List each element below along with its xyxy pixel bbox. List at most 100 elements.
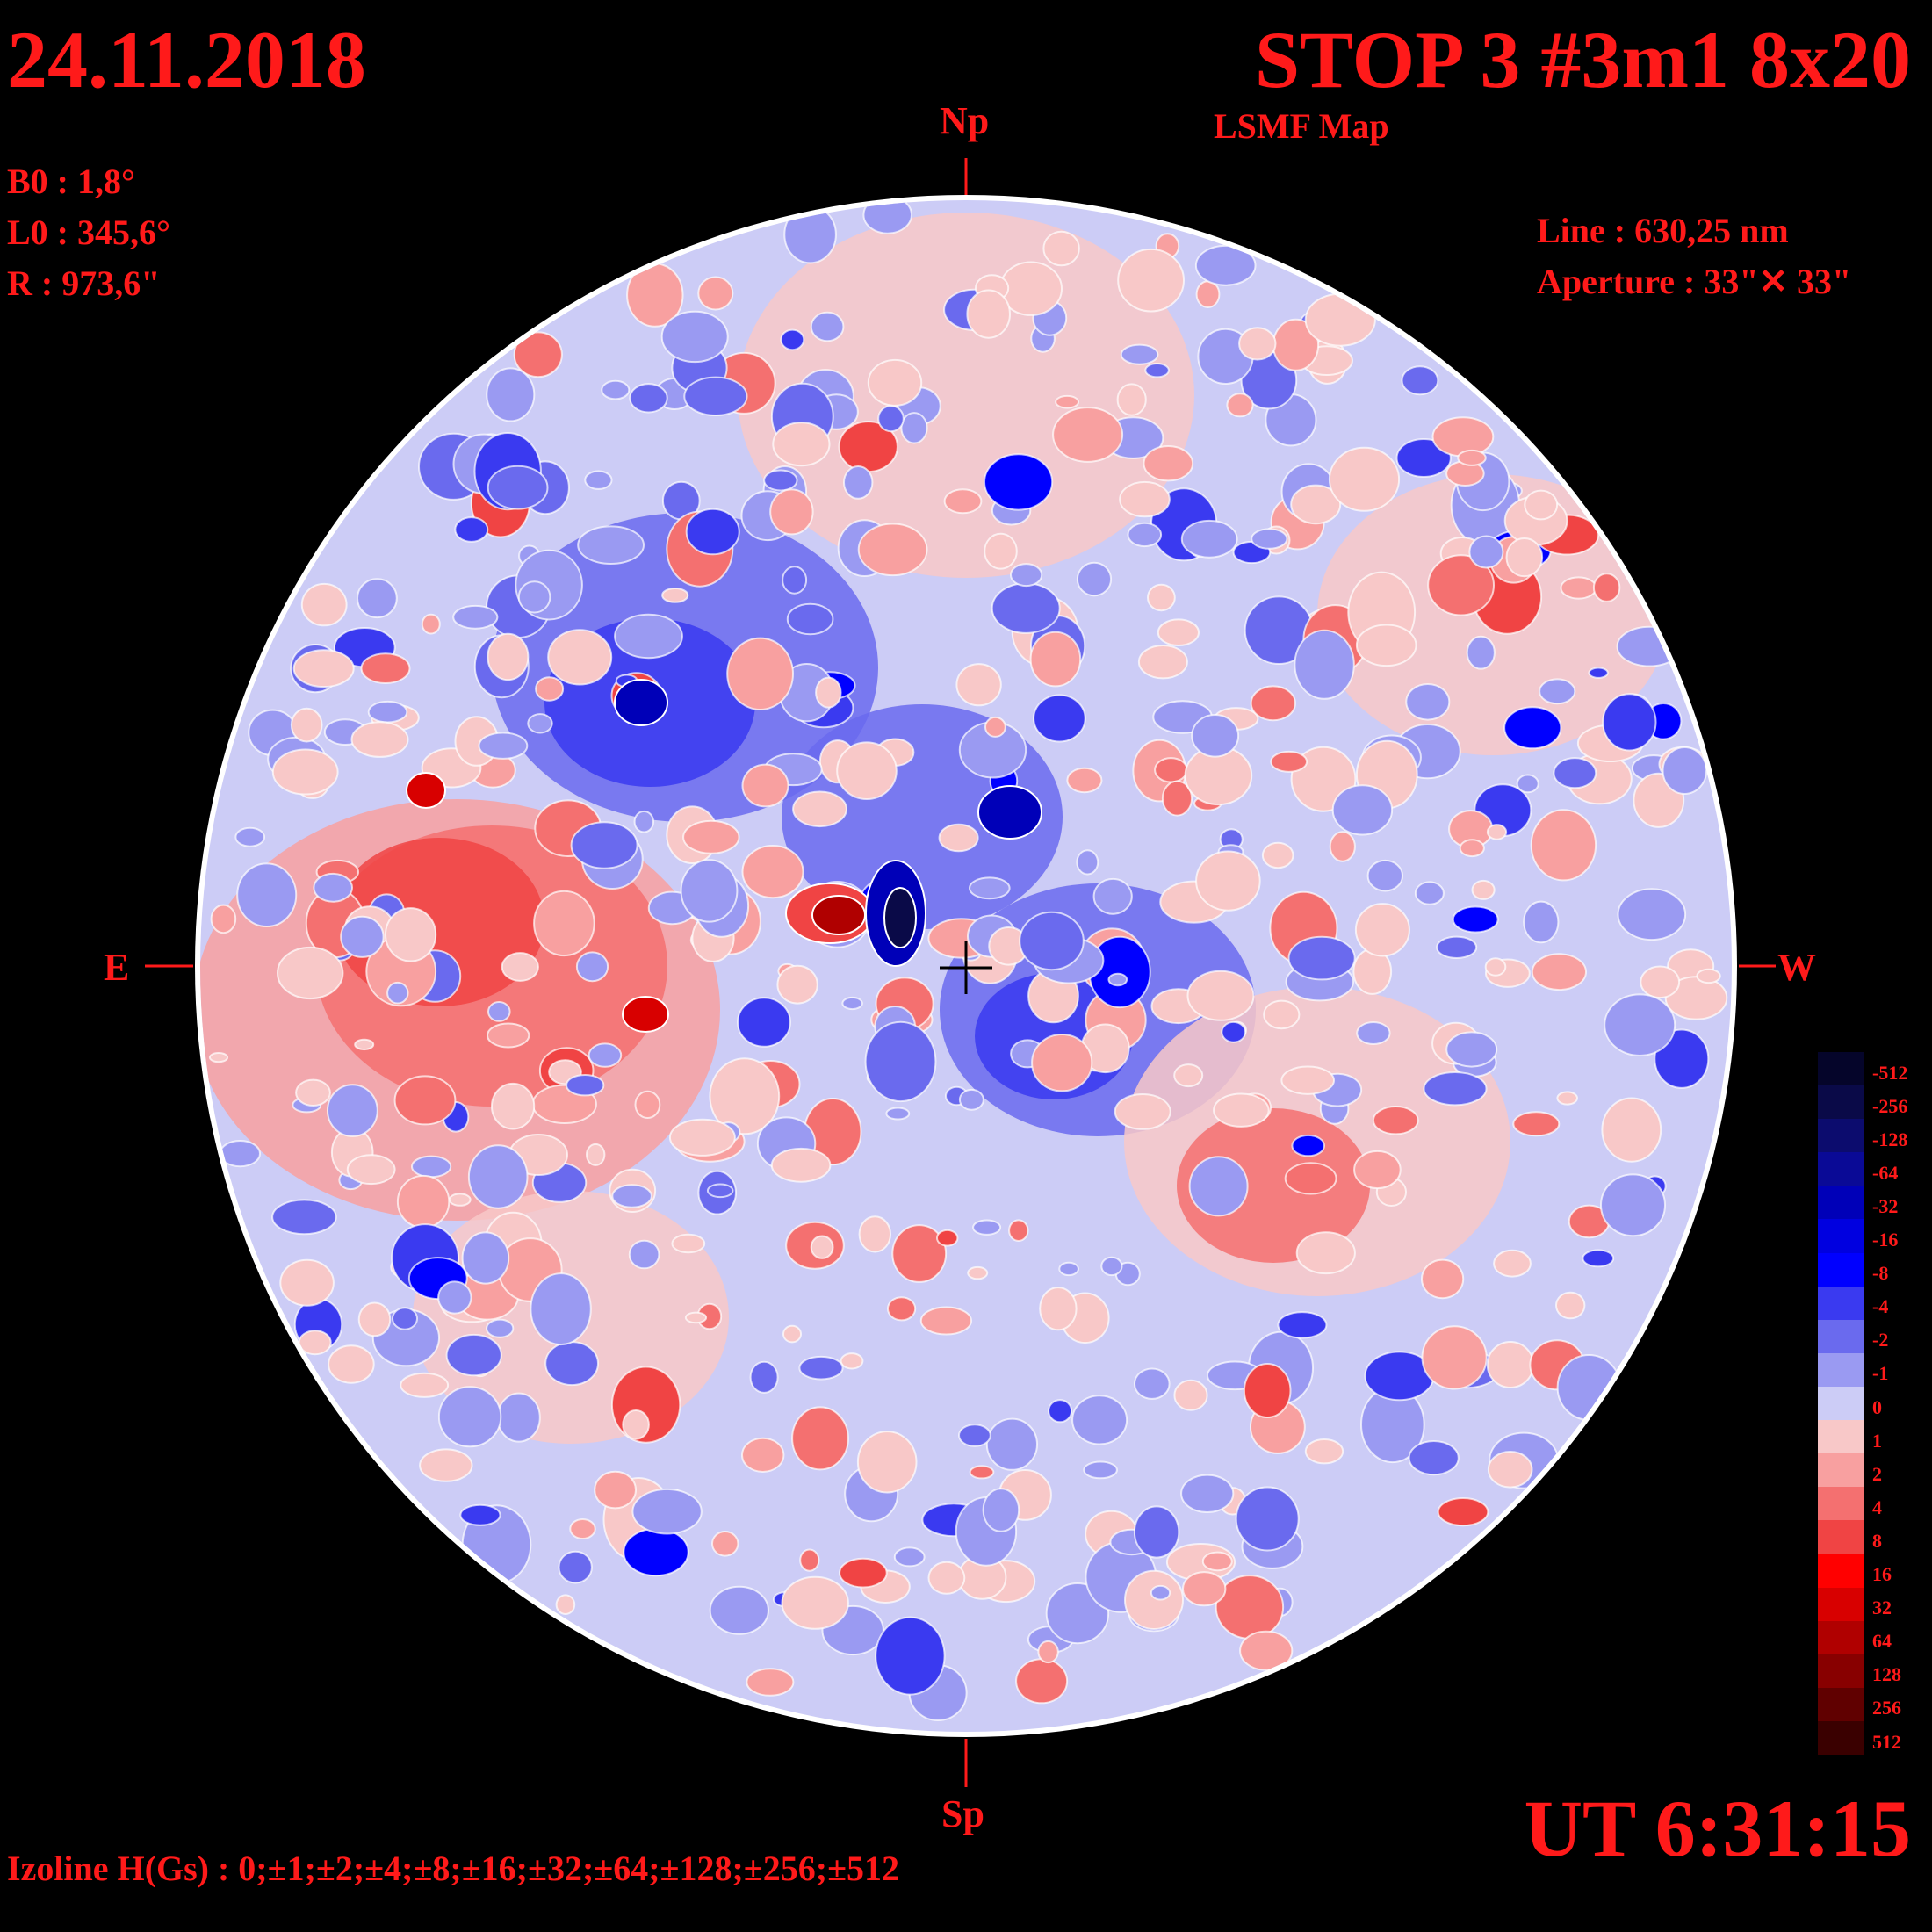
field-patch xyxy=(357,1301,392,1337)
field-patch xyxy=(864,1020,937,1103)
field-patch xyxy=(393,1075,457,1126)
field-patch xyxy=(491,1082,536,1130)
field-patch xyxy=(1201,1551,1233,1572)
field-patch xyxy=(1235,1486,1300,1552)
field-patch xyxy=(1588,667,1609,679)
field-patch xyxy=(487,465,549,510)
field-patch xyxy=(741,845,804,899)
field-patch xyxy=(1356,1021,1391,1045)
sunspot xyxy=(811,895,866,935)
field-patch xyxy=(1188,1156,1249,1217)
field-patch xyxy=(1107,972,1128,987)
field-patch xyxy=(969,1465,995,1480)
field-patch xyxy=(385,907,437,962)
field-patch xyxy=(858,1215,891,1253)
field-patch xyxy=(1042,230,1080,267)
field-patch xyxy=(1355,624,1417,667)
field-patch xyxy=(513,331,563,378)
field-patch xyxy=(570,821,638,869)
field-patch xyxy=(772,422,831,467)
field-patch xyxy=(1243,1363,1292,1418)
colorbar-segment xyxy=(1818,1052,1864,1086)
field-patch xyxy=(900,412,928,444)
field-patch xyxy=(277,946,344,1000)
field-patch xyxy=(1119,480,1171,518)
field-patch xyxy=(533,890,595,957)
colorbar-segment xyxy=(1818,1487,1864,1521)
field-patch xyxy=(763,469,798,492)
field-patch xyxy=(1331,784,1394,836)
field-patch xyxy=(611,1184,652,1208)
field-patch xyxy=(396,1174,451,1229)
field-patch xyxy=(1066,767,1103,794)
field-patch xyxy=(875,1616,946,1696)
field-patch xyxy=(1445,1031,1498,1068)
field-patch xyxy=(569,1518,596,1539)
field-patch xyxy=(357,578,398,619)
field-patch xyxy=(1290,484,1342,525)
field-patch xyxy=(459,1503,501,1526)
field-patch xyxy=(1031,1034,1093,1092)
field-patch xyxy=(1405,683,1451,721)
field-patch xyxy=(1048,1399,1073,1424)
field-patch xyxy=(1261,841,1294,869)
field-patch xyxy=(1408,1440,1460,1476)
field-patch xyxy=(1600,1173,1666,1237)
izoline-levels: Izoline H(Gs) : 0;±1;±2;±4;±8;±16;±32;±6… xyxy=(7,1849,900,1888)
east-label: E xyxy=(104,946,130,989)
field-patch xyxy=(938,823,979,853)
field-patch xyxy=(1486,824,1508,840)
field-patch xyxy=(810,311,845,342)
field-patch xyxy=(1436,935,1478,960)
field-patch xyxy=(354,1038,375,1051)
field-patch xyxy=(454,516,489,543)
field-patch xyxy=(478,732,529,760)
colorbar-segment xyxy=(1818,1520,1864,1554)
field-patch xyxy=(709,1057,781,1135)
colorbar-segment xyxy=(1818,1386,1864,1421)
field-patch xyxy=(966,289,1011,339)
west-label: W xyxy=(1777,946,1816,989)
ut-time: UT 6:31:15 xyxy=(1524,1784,1911,1873)
field-patch xyxy=(741,763,789,808)
field-patch xyxy=(1092,877,1133,915)
field-patch xyxy=(298,1330,332,1356)
field-patch xyxy=(1468,535,1504,569)
field-patch xyxy=(840,1352,864,1370)
field-patch xyxy=(496,1392,541,1443)
colorbar-segment xyxy=(1818,1554,1864,1589)
colorbar-label: 512 xyxy=(1872,1730,1901,1753)
field-patch xyxy=(726,637,794,710)
colorbar-segment xyxy=(1818,1620,1864,1655)
field-patch xyxy=(1493,1249,1532,1278)
field-patch xyxy=(991,582,1061,634)
field-patch xyxy=(746,1668,795,1697)
field-patch xyxy=(984,453,1054,511)
field-patch xyxy=(943,488,983,515)
field-patch xyxy=(1353,1150,1402,1190)
field-patch xyxy=(706,1183,734,1199)
field-patch xyxy=(671,1233,706,1254)
field-patch xyxy=(781,1575,849,1630)
colorbar-label: 8 xyxy=(1872,1529,1882,1552)
field-patch xyxy=(1071,1395,1128,1445)
colorbar-segment xyxy=(1818,1219,1864,1254)
field-patch xyxy=(697,276,734,311)
field-patch xyxy=(1505,537,1544,578)
field-patch xyxy=(271,748,339,796)
field-patch xyxy=(1295,1231,1356,1275)
field-patch xyxy=(271,1199,337,1236)
field-patch xyxy=(290,707,323,743)
field-patch xyxy=(234,826,266,847)
field-patch xyxy=(1263,999,1301,1030)
field-patch xyxy=(486,1318,515,1338)
field-patch xyxy=(711,1531,739,1557)
field-patch xyxy=(741,1437,785,1474)
field-patch xyxy=(1124,1569,1184,1631)
colorbar-label: -128 xyxy=(1872,1128,1908,1150)
field-patch xyxy=(776,964,818,1005)
field-patch xyxy=(219,1140,261,1168)
field-patch xyxy=(984,532,1018,570)
field-patch xyxy=(958,1088,984,1111)
field-patch xyxy=(856,1431,918,1494)
